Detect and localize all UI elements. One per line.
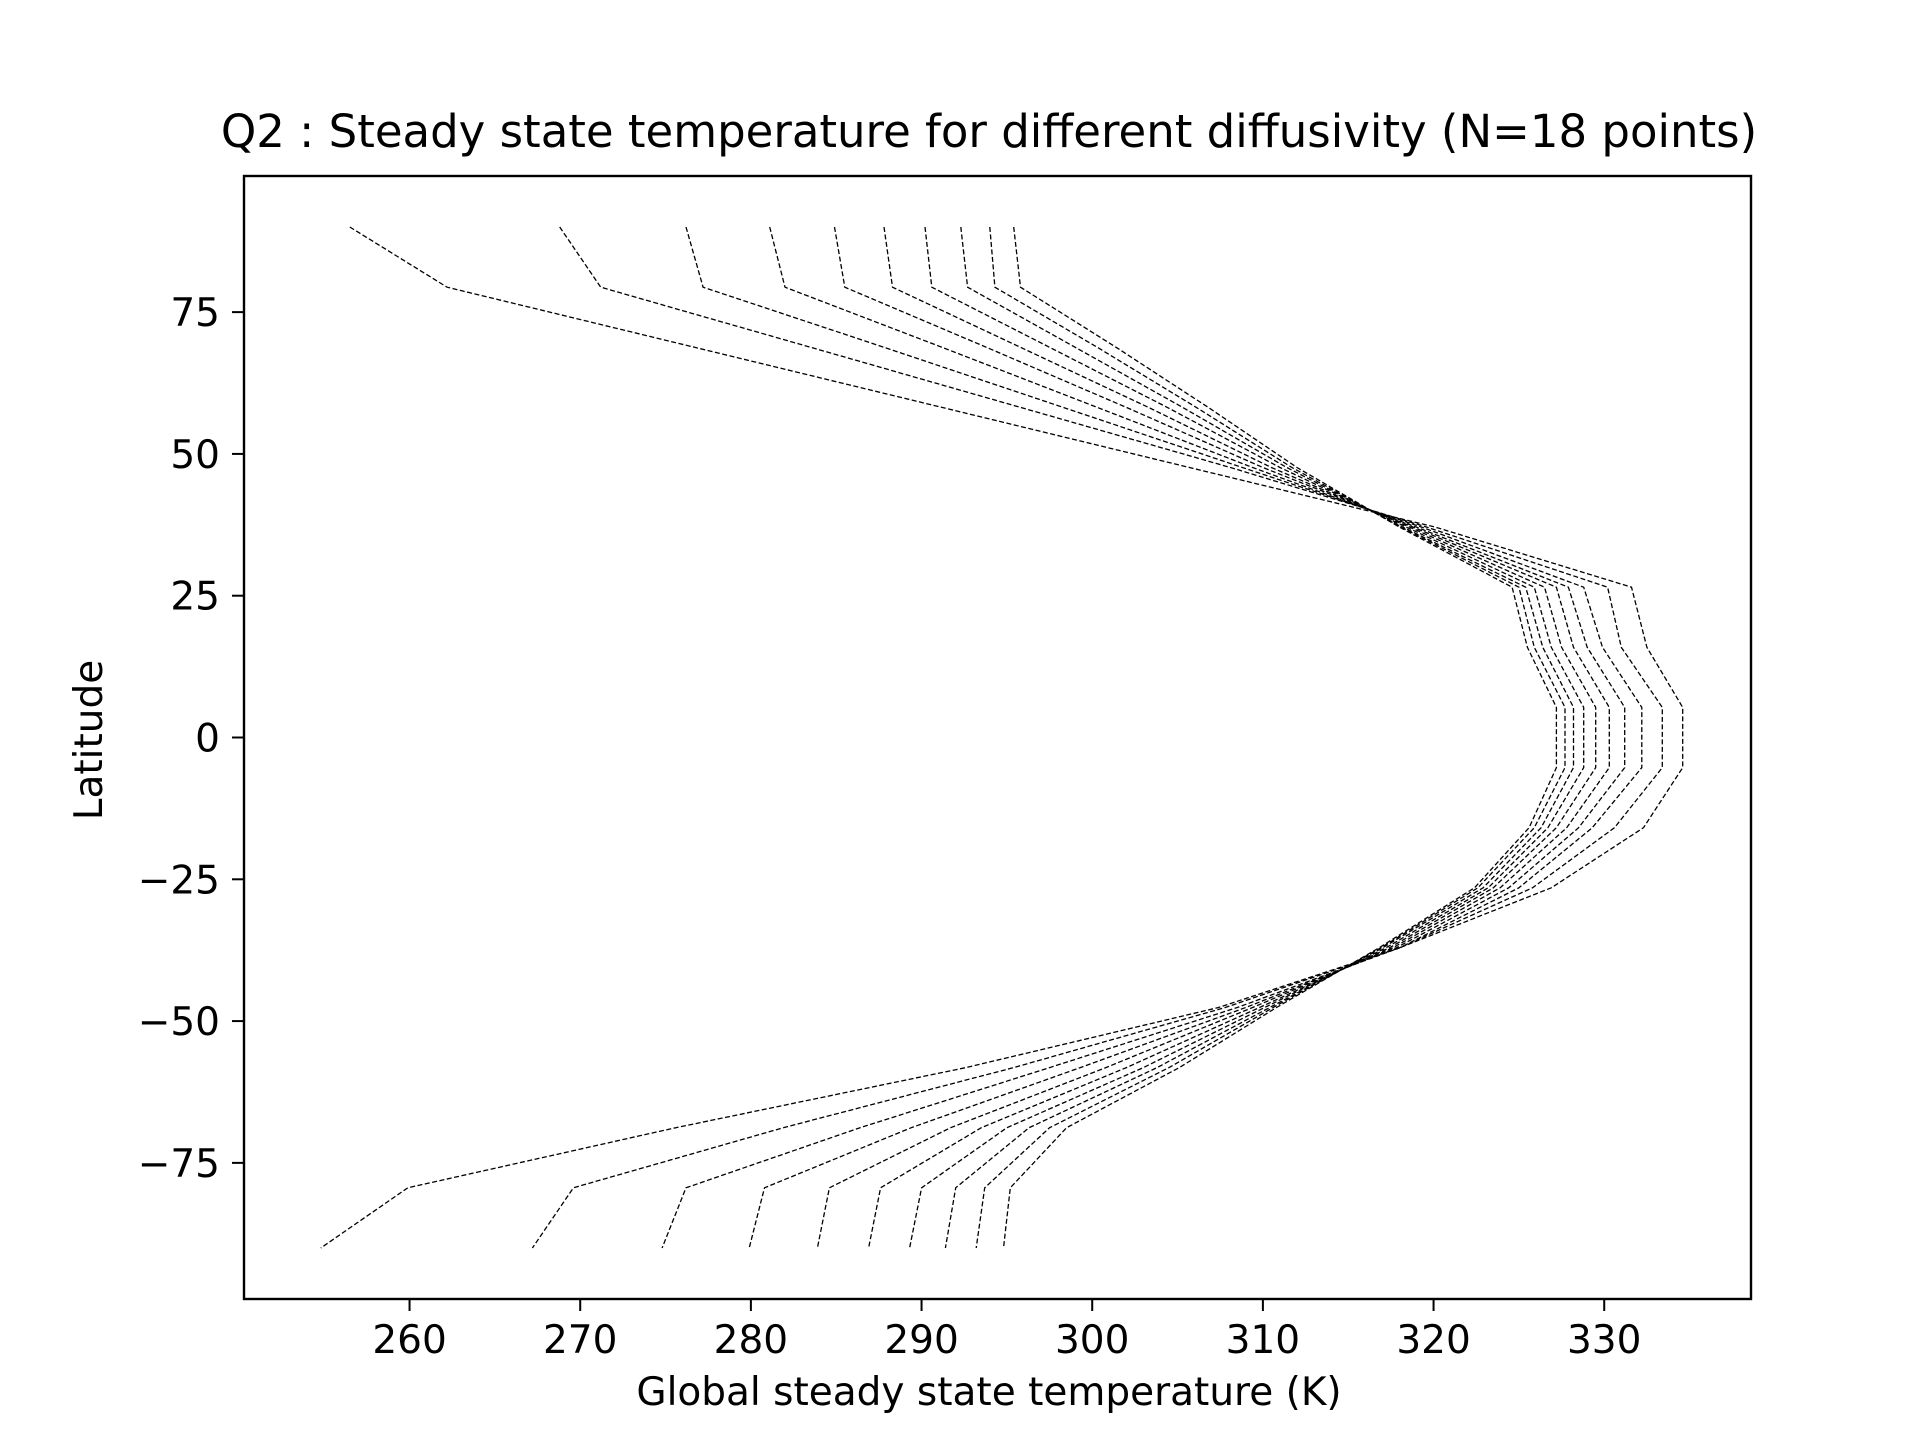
y-tick-label: −50 — [138, 1000, 220, 1045]
x-tick-label: 330 — [1567, 1318, 1641, 1363]
plot-frame — [242, 174, 1753, 1301]
x-axis-ticks: 260 270 280 290 300 310 320 330 — [372, 1299, 1641, 1363]
x-tick-label: 290 — [884, 1318, 958, 1363]
x-tick-label: 280 — [714, 1318, 788, 1363]
x-tick-label: 270 — [543, 1318, 617, 1363]
y-axis-ticks: 75 50 25 0 −25 −50 −75 — [138, 291, 244, 1187]
x-tick-label: 320 — [1396, 1318, 1470, 1363]
plot-lines — [320, 226, 1684, 1249]
x-tick-label: 310 — [1226, 1318, 1300, 1363]
series-line-1 — [320, 226, 1684, 1249]
series-line-8 — [944, 226, 1575, 1249]
y-axis-label: Latitude — [67, 660, 112, 821]
x-axis-label: Global steady state temperature (K) — [636, 1370, 1341, 1415]
series-line-3 — [661, 226, 1643, 1249]
series-line-5 — [816, 226, 1610, 1249]
y-tick-label: −25 — [138, 858, 220, 903]
series-line-10 — [1002, 226, 1558, 1249]
y-tick-label: 0 — [195, 717, 220, 762]
x-tick-label: 300 — [1055, 1318, 1129, 1363]
y-tick-label: 50 — [170, 433, 220, 478]
chart-title: Q2 : Steady state temperature for differ… — [221, 105, 1757, 158]
y-tick-label: 25 — [170, 575, 220, 620]
series-line-9 — [975, 226, 1566, 1249]
series-line-6 — [867, 226, 1597, 1249]
series-line-2 — [531, 226, 1663, 1249]
y-tick-label: −75 — [138, 1142, 220, 1187]
series-line-4 — [748, 226, 1626, 1249]
x-tick-label: 260 — [372, 1318, 446, 1363]
series-line-7 — [908, 226, 1585, 1249]
y-tick-label: 75 — [170, 291, 220, 336]
